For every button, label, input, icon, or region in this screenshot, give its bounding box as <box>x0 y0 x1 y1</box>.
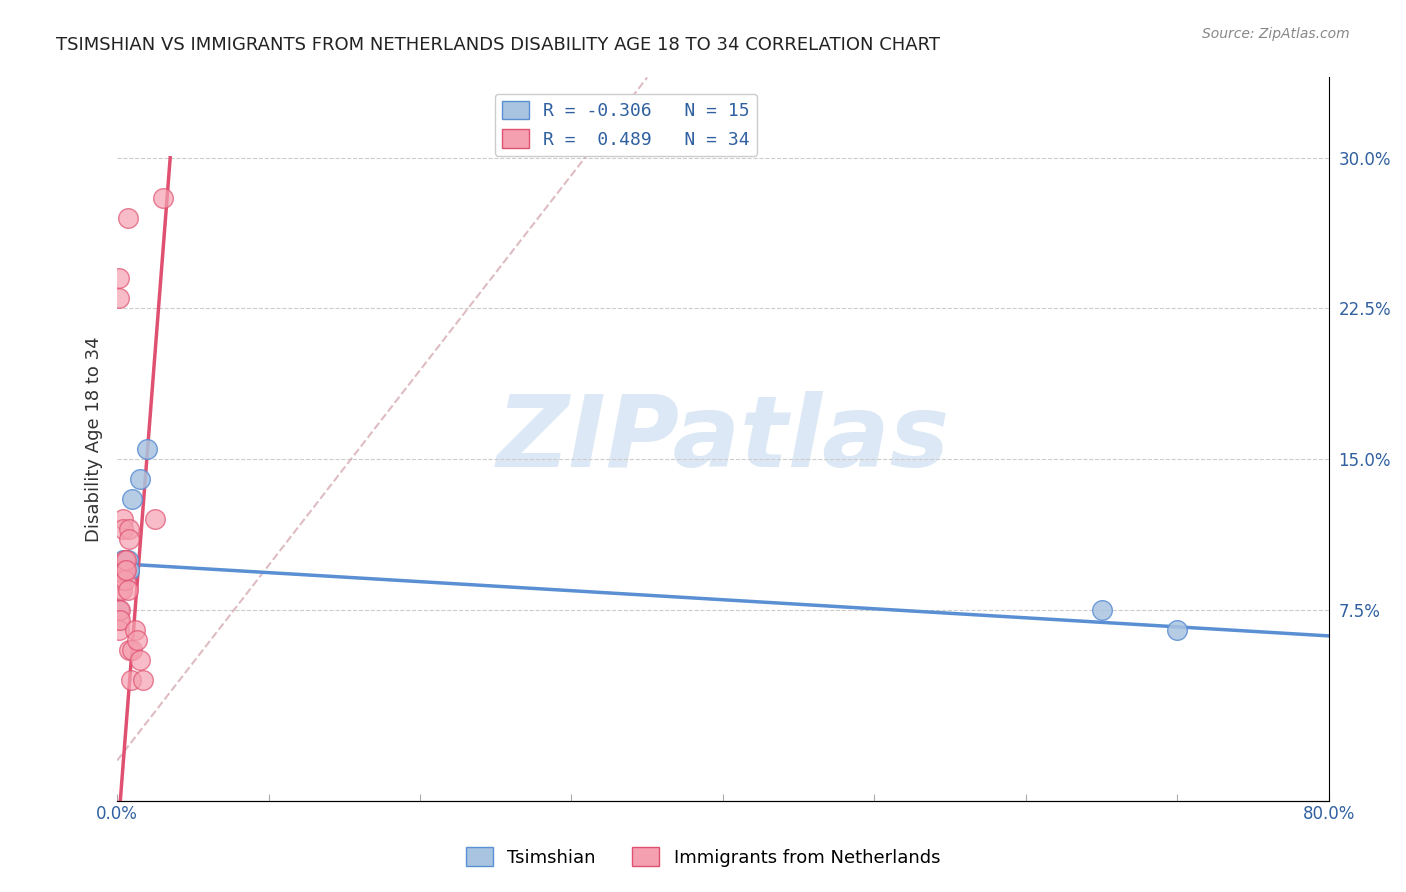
Legend: R = -0.306   N = 15, R =  0.489   N = 34: R = -0.306 N = 15, R = 0.489 N = 34 <box>495 94 758 156</box>
Point <box>111 563 134 577</box>
Text: TSIMSHIAN VS IMMIGRANTS FROM NETHERLANDS DISABILITY AGE 18 TO 34 CORRELATION CHA: TSIMSHIAN VS IMMIGRANTS FROM NETHERLANDS… <box>56 36 941 54</box>
Point <box>1090 603 1112 617</box>
Point <box>152 191 174 205</box>
Point <box>118 563 141 577</box>
Point <box>114 552 136 566</box>
Point <box>120 673 142 687</box>
Point <box>143 512 166 526</box>
Point <box>111 573 134 587</box>
Point <box>124 623 146 637</box>
Legend: Tsimshian, Immigrants from Netherlands: Tsimshian, Immigrants from Netherlands <box>458 840 948 874</box>
Point <box>118 533 141 547</box>
Point <box>110 582 132 597</box>
Text: ZIPatlas: ZIPatlas <box>496 391 949 488</box>
Point <box>121 492 143 507</box>
Point <box>125 632 148 647</box>
Point <box>114 563 136 577</box>
Point <box>118 563 141 577</box>
Point <box>107 603 129 617</box>
Point <box>115 552 138 566</box>
Point <box>1166 623 1188 637</box>
Text: Source: ZipAtlas.com: Source: ZipAtlas.com <box>1202 27 1350 41</box>
Point <box>117 552 139 566</box>
Point <box>107 613 129 627</box>
Point <box>112 523 135 537</box>
Point <box>107 603 129 617</box>
Point <box>117 211 139 225</box>
Point <box>107 573 129 587</box>
Point <box>110 603 132 617</box>
Point <box>115 563 138 577</box>
Point <box>107 292 129 306</box>
Point <box>112 552 135 566</box>
Point <box>136 442 159 456</box>
Point <box>107 563 129 577</box>
Point <box>111 573 134 587</box>
Point <box>129 472 152 486</box>
Point <box>132 673 155 687</box>
Point <box>112 512 135 526</box>
Point <box>117 582 139 597</box>
Point <box>107 573 129 587</box>
Point <box>110 573 132 587</box>
Point <box>121 643 143 657</box>
Point <box>110 613 132 627</box>
Point <box>115 563 138 577</box>
Point <box>107 271 129 285</box>
Point <box>114 563 136 577</box>
Point <box>114 573 136 587</box>
Point <box>107 623 129 637</box>
Y-axis label: Disability Age 18 to 34: Disability Age 18 to 34 <box>86 336 103 541</box>
Point <box>111 582 134 597</box>
Point <box>118 643 141 657</box>
Point <box>118 523 141 537</box>
Point <box>114 563 136 577</box>
Point <box>129 653 152 667</box>
